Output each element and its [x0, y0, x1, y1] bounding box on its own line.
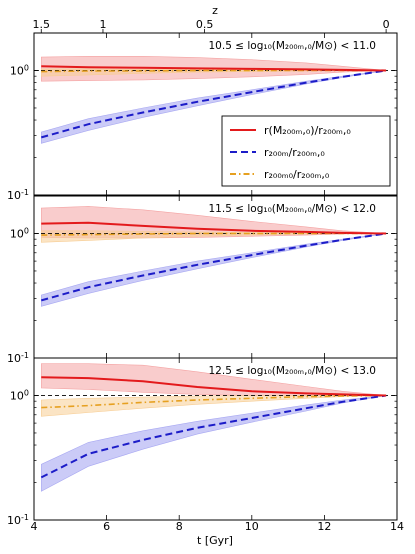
- top-axis: 1.5 1 0.5 0: [33, 18, 390, 33]
- panel-title: 10.5 ≤ log₁₀(M₂₀₀ₘ,₀/M⊙) < 11.0: [209, 40, 377, 52]
- panel-frame: [33, 32, 398, 196]
- legend-box: [221, 115, 391, 187]
- top-tick-label: 0: [383, 18, 390, 31]
- series-line-r200m: [40, 394, 387, 479]
- series-line-r200m: [41, 69, 387, 139]
- x-tick-label: 4: [31, 520, 38, 533]
- bottom-axis: 4 6 8 10 12 14: [31, 520, 405, 533]
- legend-label-r200m0: r₂₀₀ₘ₀/r₂₀₀ₘ,₀: [264, 168, 330, 181]
- band-r200m0: [41, 395, 387, 417]
- y-tick-label: 100: [10, 226, 29, 240]
- panel-mass-bin-2: 10-1 100 11.5 ≤ log₁₀(M₂₀₀ₘ,₀/M⊙) < 12.0: [7, 195, 398, 365]
- legend-label-r200m: r₂₀₀ₘ/r₂₀₀ₘ,₀: [264, 146, 325, 159]
- panel-title: 11.5 ≤ log₁₀(M₂₀₀ₘ,₀/M⊙) < 12.0: [209, 203, 377, 215]
- x-tick-label: 14: [390, 520, 404, 533]
- x-tick-label: 6: [103, 520, 110, 533]
- series-line-r200m: [41, 232, 387, 302]
- panel-frame: [33, 357, 398, 521]
- x-tick-label: 10: [245, 520, 259, 533]
- series-line-rM: [41, 65, 387, 72]
- series-line-rM: [41, 221, 387, 235]
- panel-title: 12.5 ≤ log₁₀(M₂₀₀ₘ,₀/M⊙) < 13.0: [209, 365, 377, 377]
- y-tick-label: 100: [10, 388, 29, 402]
- series-line-r200m0: [41, 394, 387, 409]
- x-axis-label: t [Gyr]: [197, 534, 233, 547]
- legend-label-rM: r(M₂₀₀ₘ,₀)/r₂₀₀ₘ,₀: [264, 124, 351, 137]
- top-tick-label: 1.5: [33, 18, 51, 31]
- x-tick-label: 12: [317, 520, 331, 533]
- series-line-r200m0: [41, 69, 387, 73]
- top-axis-label: z: [212, 4, 218, 17]
- y-tick-label: 10-1: [7, 513, 29, 527]
- x-tick-label: 8: [176, 520, 183, 533]
- y-tick-label: 100: [10, 63, 29, 77]
- panel-mass-bin-3: 10-1 100 12.5 ≤ log₁₀(M₂₀₀ₘ,₀/M⊙) < 13.0: [7, 357, 398, 527]
- panel-mass-bin-1: 10-1 100 10.5 ≤ log₁₀(M₂₀₀ₘ,₀/M⊙) < 11.0: [7, 32, 398, 202]
- top-tick-label: 1: [99, 18, 106, 31]
- legend: r(M₂₀₀ₘ,₀)/r₂₀₀ₘ,₀ r₂₀₀ₘ/r₂₀₀ₘ,₀ r₂₀₀ₘ₀/r₂…: [221, 115, 391, 187]
- y-tick-label: 10-1: [7, 188, 29, 202]
- series-line-rM: [41, 376, 387, 397]
- series-line-r200m0: [41, 232, 387, 236]
- y-tick-label: 10-1: [7, 351, 29, 365]
- band-r200m: [41, 70, 387, 144]
- top-tick-label: 0.5: [196, 18, 214, 31]
- band-r200m: [41, 233, 387, 307]
